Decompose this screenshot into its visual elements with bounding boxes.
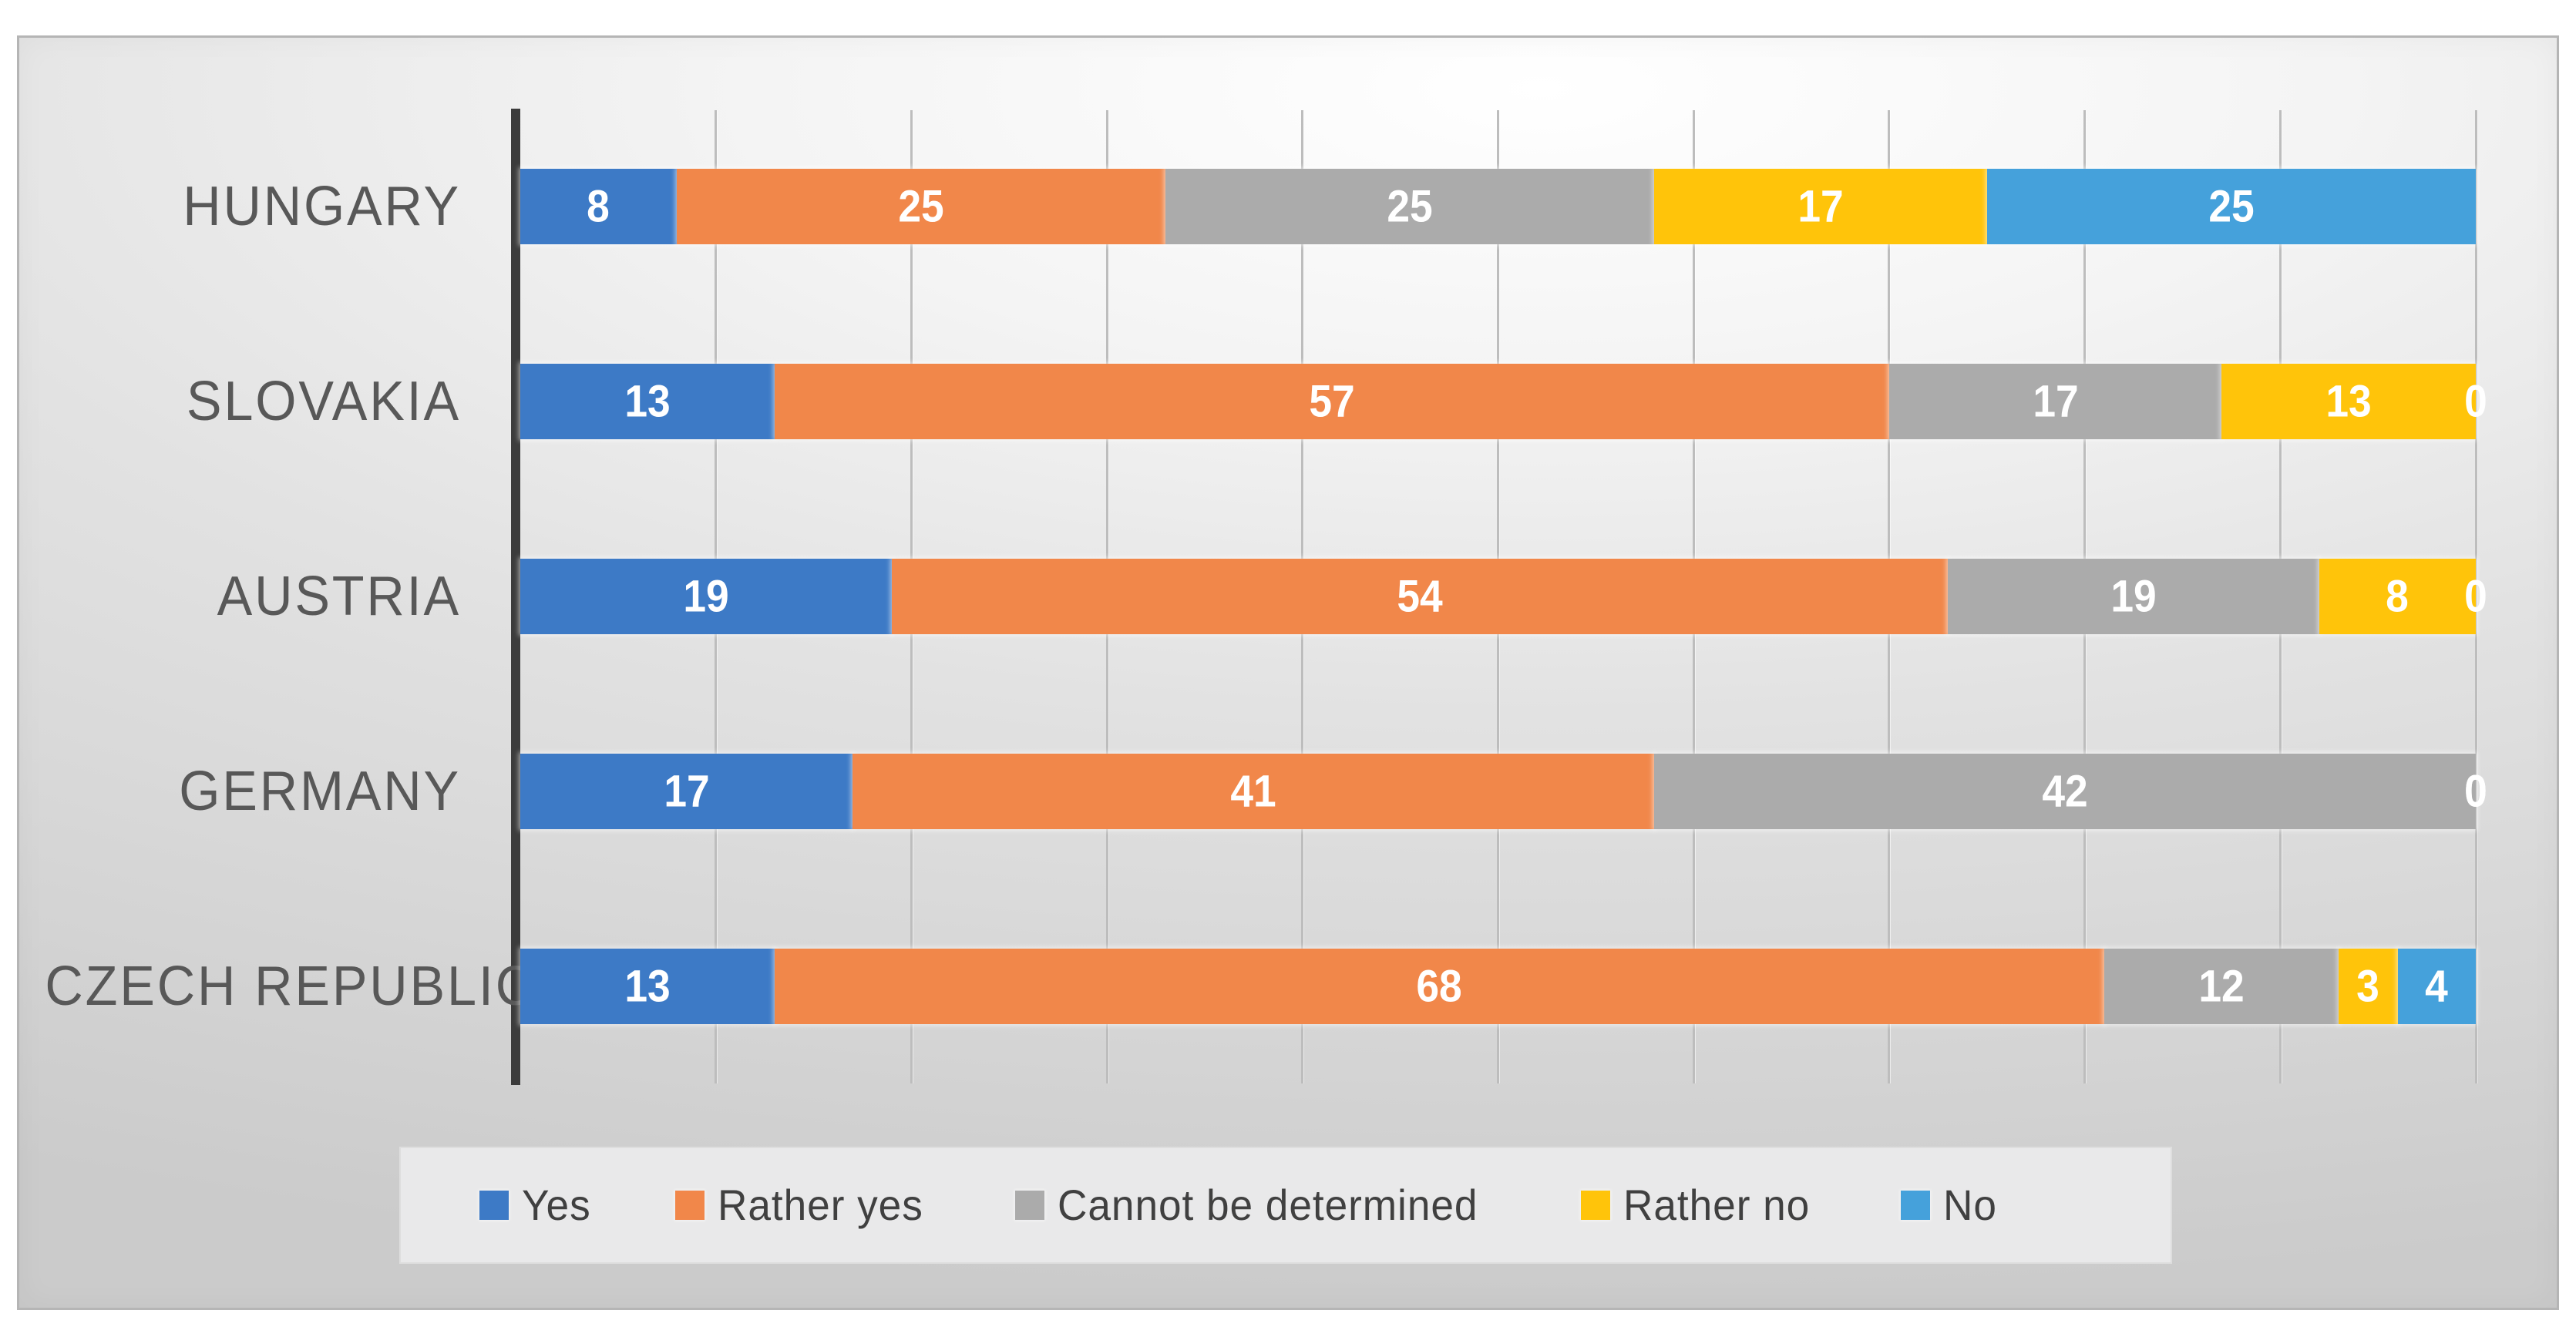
- legend-swatch: [1901, 1191, 1931, 1220]
- data-label: 13: [2325, 376, 2372, 427]
- category-label: HUNGARY: [183, 176, 461, 237]
- data-label: 13: [624, 961, 671, 1012]
- data-label: 4: [2425, 961, 2449, 1012]
- data-label: 25: [2208, 181, 2255, 232]
- data-label: 3: [2356, 961, 2380, 1012]
- bar-segment: 17: [1888, 364, 2222, 439]
- data-label: 12: [2198, 961, 2245, 1012]
- data-label: 8: [2386, 571, 2410, 622]
- data-label: 0: [2464, 376, 2487, 427]
- bar-segment: 25: [676, 169, 1166, 244]
- category-label: AUSTRIA: [217, 566, 461, 627]
- data-label: 41: [1230, 766, 1277, 817]
- bar-segment: 8: [2319, 559, 2476, 634]
- legend: Yes Rather yes Cannot be determined Rather …: [399, 1147, 2172, 1264]
- data-label: 0: [2464, 766, 2487, 817]
- legend-label: Cannot be determined: [1058, 1181, 1478, 1229]
- legend-swatch: [1015, 1191, 1045, 1220]
- bar-segment: 42: [1654, 754, 2476, 829]
- data-label: 25: [1387, 181, 1434, 232]
- bar-segment: 12: [2104, 949, 2339, 1024]
- legend-label: No: [1943, 1181, 1998, 1229]
- data-label: 57: [1309, 376, 1355, 427]
- legend-item: Rather yes: [675, 1184, 934, 1227]
- category-label: CZECH REPUBLIC: [45, 956, 536, 1017]
- bar-segment: 54: [892, 559, 1948, 634]
- data-label: 0: [2464, 766, 2487, 817]
- bar-segment: 4: [2397, 949, 2476, 1024]
- bar-segment: 57: [774, 364, 1889, 439]
- bar-row: 19 54 19 8 0: [520, 559, 2487, 634]
- legend-item: Rather no: [1581, 1184, 1820, 1227]
- data-label: 13: [624, 376, 671, 427]
- bar-row: 13 68 12 3 4: [520, 949, 2476, 1024]
- chart-panel: [17, 35, 2559, 1310]
- bar-segment: 19: [520, 559, 893, 634]
- data-label: 17: [2032, 376, 2079, 427]
- bar-segment: 25: [1165, 169, 1655, 244]
- legend-swatch: [479, 1191, 509, 1220]
- bar-segment: 13: [520, 949, 775, 1024]
- legend-item: Cannot be determined: [1015, 1184, 1500, 1227]
- bar-row: 13 57 17 13 0: [520, 364, 2487, 439]
- bar-segment: 13: [2221, 364, 2476, 439]
- data-label: 0: [2464, 571, 2487, 622]
- gridline: [2474, 110, 2477, 1083]
- data-label: 42: [2042, 766, 2088, 817]
- data-label: 17: [1797, 181, 1844, 232]
- data-label: 8: [587, 181, 610, 232]
- bar-row: 8 25 25 17 25: [520, 169, 2476, 244]
- bar-segment: 25: [1986, 169, 2476, 244]
- bar-segment: 68: [774, 949, 2104, 1024]
- bar-row: 17 41 42 0 0: [520, 754, 2487, 829]
- bar-segment: 17: [520, 754, 853, 829]
- bar-segment: 13: [520, 364, 775, 439]
- bar-segment: 3: [2339, 949, 2398, 1024]
- legend-label: Yes: [522, 1181, 591, 1229]
- legend-label: Rather no: [1623, 1181, 1811, 1229]
- category-label: SLOVAKIA: [186, 371, 461, 432]
- y-axis-line: [511, 109, 520, 1085]
- legend-item: Yes: [479, 1184, 594, 1227]
- data-label: 17: [663, 766, 710, 817]
- bar-segment: 8: [520, 169, 677, 244]
- legend-swatch: [675, 1191, 705, 1220]
- data-label: 54: [1397, 571, 1443, 622]
- bar-segment: 41: [853, 754, 1655, 829]
- data-label: 19: [2110, 571, 2157, 622]
- legend-item: No: [1901, 1184, 2000, 1227]
- data-label: 19: [683, 571, 729, 622]
- bar-segment: 19: [1947, 559, 2319, 634]
- legend-swatch: [1581, 1191, 1611, 1220]
- data-label: 68: [1416, 961, 1463, 1012]
- category-label: GERMANY: [179, 761, 461, 822]
- data-label: 25: [898, 181, 944, 232]
- bar-segment: 17: [1654, 169, 1987, 244]
- legend-label: Rather yes: [718, 1181, 924, 1229]
